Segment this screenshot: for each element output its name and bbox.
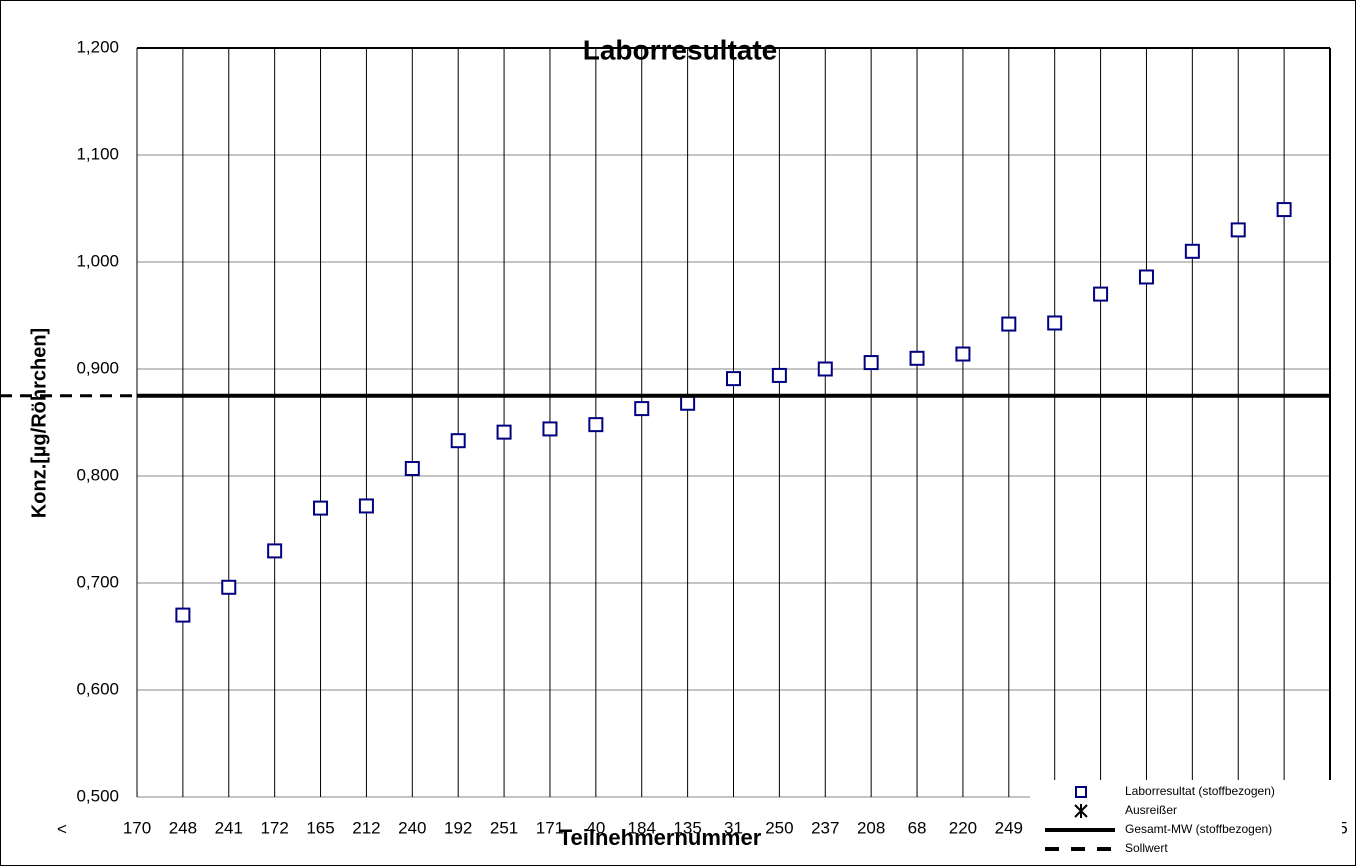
point (1093, 286, 1109, 302)
point (1138, 269, 1154, 285)
x-tick-label: 240 (398, 818, 426, 837)
marks (0, 202, 1330, 623)
x-tick-label: 220 (949, 818, 977, 837)
point (863, 355, 879, 371)
x-tick-label: 184 (628, 818, 656, 837)
point (496, 424, 512, 440)
point (680, 395, 696, 411)
x-tick-label: 165 (306, 818, 334, 837)
point (542, 421, 558, 437)
y-tick-label: 0,600 (76, 679, 119, 698)
x-tick-label: 5 (1338, 818, 1347, 837)
grid: 0,500 0,600 0,700 0,800 0,900 1,000 1,100 1,200… (76, 37, 1347, 837)
x-tick-label: 212 (352, 818, 380, 837)
point (634, 401, 650, 417)
x-tick-label: 192 (444, 818, 472, 837)
legend-label: Gesamt-MW (stoffbezogen) (1125, 822, 1272, 836)
y-tick-label: 1,200 (76, 37, 119, 56)
annotation: < (57, 819, 67, 838)
x-tick-label: 208 (857, 818, 885, 837)
point (1230, 222, 1246, 238)
point (358, 498, 374, 514)
point (817, 361, 833, 377)
x-tick-label: 40 (586, 818, 605, 837)
legend-marker (1075, 786, 1087, 798)
x-tick-label: 250 (765, 818, 793, 837)
x-tick-label: 237 (811, 818, 839, 837)
point (450, 433, 466, 449)
x-tick-label: 249 (995, 818, 1023, 837)
y-tick-label: 0,800 (76, 465, 119, 484)
x-tick-label: 251 (490, 818, 518, 837)
point (1276, 202, 1292, 218)
legend-marker (1074, 804, 1088, 818)
point (771, 367, 787, 383)
y-tick-label: 1,000 (76, 251, 119, 270)
point (909, 350, 925, 366)
legend-label: Laborresultat (stoffbezogen) (1125, 784, 1275, 798)
y-axis-label: Konz.[µg/Röhrchen] (28, 328, 50, 518)
point (221, 579, 237, 595)
point (726, 371, 741, 387)
x-tick-label: 241 (215, 818, 243, 837)
x-tick-label: 170 (123, 818, 151, 837)
y-tick-label: 0,700 (76, 572, 119, 591)
legend-label: Ausreißer (1125, 803, 1177, 817)
point (404, 461, 420, 477)
x-tick-label: 68 (908, 818, 927, 837)
point (1001, 316, 1017, 332)
x-axis-label: Teilnehmernummer (559, 825, 762, 850)
point (313, 500, 329, 516)
point (1047, 315, 1063, 331)
x-tick-label: 31 (724, 818, 743, 837)
x-tick-label: 171 (536, 818, 564, 837)
y-tick-label: 1,100 (76, 144, 119, 163)
point (955, 346, 971, 362)
legend-label: Sollwert (1125, 841, 1168, 855)
point (267, 543, 283, 559)
point (175, 607, 191, 623)
x-tick-label: 172 (260, 818, 288, 837)
legend: Laborresultat (stoffbezogen) Ausreißer Ges… (1030, 780, 1342, 864)
x-tick-label: 135 (673, 818, 701, 837)
x-tick-label: 248 (169, 818, 197, 837)
y-tick-label: 0,900 (76, 358, 119, 377)
point (1184, 243, 1200, 259)
y-tick-label: 0,500 (76, 786, 119, 805)
point (588, 417, 604, 433)
chart-title: Laborresultate (583, 34, 778, 65)
